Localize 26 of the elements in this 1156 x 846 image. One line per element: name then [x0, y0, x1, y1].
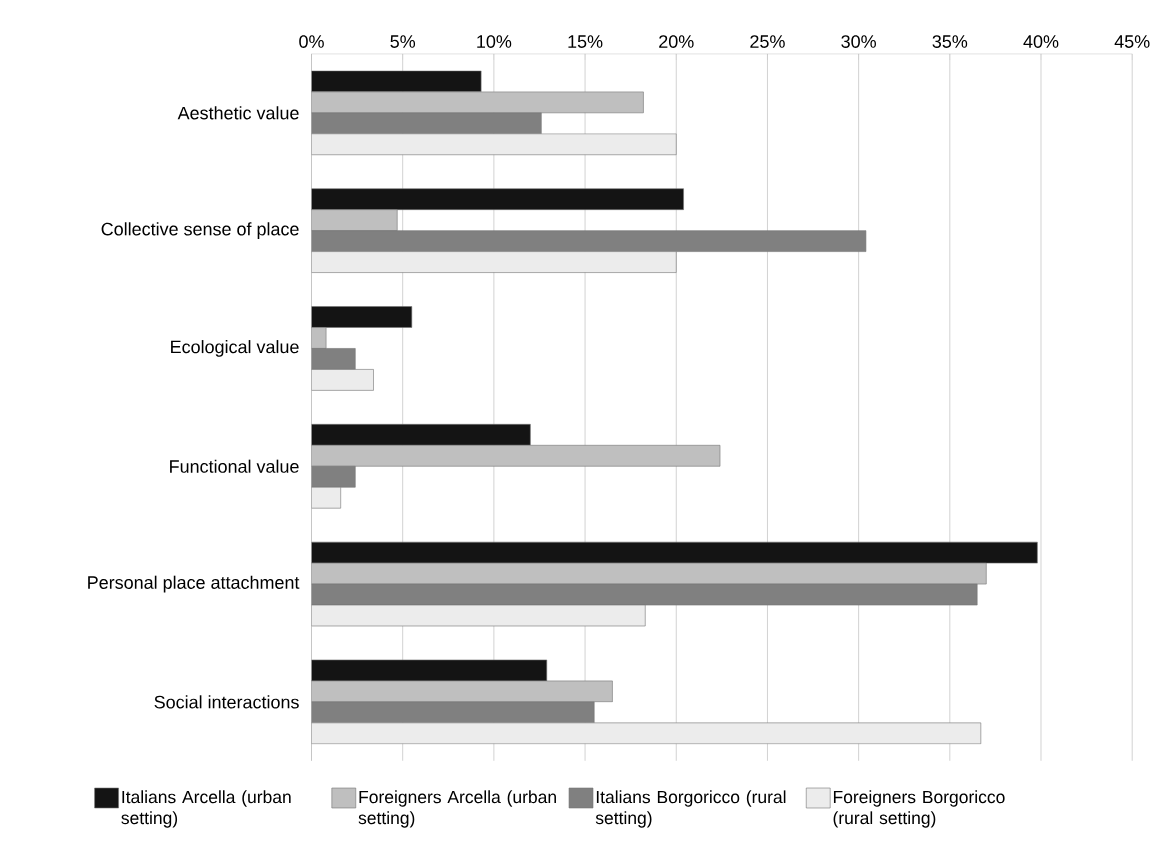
y-tick-label: Ecological value	[171, 340, 299, 357]
bar	[311, 722, 982, 745]
x-tick-label: 40%	[1023, 35, 1059, 49]
x-tick-label: 0%	[299, 35, 324, 49]
legend-label: Foreigners Arcella (urban setting)	[358, 790, 556, 828]
y-tick-label: Personal place attachment	[88, 575, 300, 593]
x-tick-label: 35%	[932, 35, 968, 49]
x-tick-label: 10%	[477, 35, 512, 49]
x-tick-label: 5%	[390, 35, 416, 49]
x-tick-label: 15%	[568, 35, 603, 49]
y-tick-label: Functional value	[170, 459, 299, 474]
x-tick-label: 30%	[841, 35, 876, 49]
legend-label: Foreigners Borgoricco (rural setting)	[833, 790, 1005, 828]
x-tick-label: 45%	[1114, 35, 1150, 49]
bar	[311, 604, 646, 627]
legend-label: Italians Borgoricco (rural setting)	[595, 790, 786, 828]
bar	[311, 369, 374, 391]
y-tick-label: Social interactions	[154, 695, 299, 709]
bar	[311, 487, 341, 509]
y-tick-label: Aesthetic value	[177, 106, 299, 120]
legend-label: Italians Arcella (urban setting)	[121, 790, 291, 828]
x-tick-label: 20%	[659, 35, 694, 49]
bar	[311, 133, 677, 156]
bar	[311, 251, 677, 274]
x-tick-label: 25%	[750, 35, 785, 49]
y-tick-label: Collective sense of place	[101, 222, 299, 240]
